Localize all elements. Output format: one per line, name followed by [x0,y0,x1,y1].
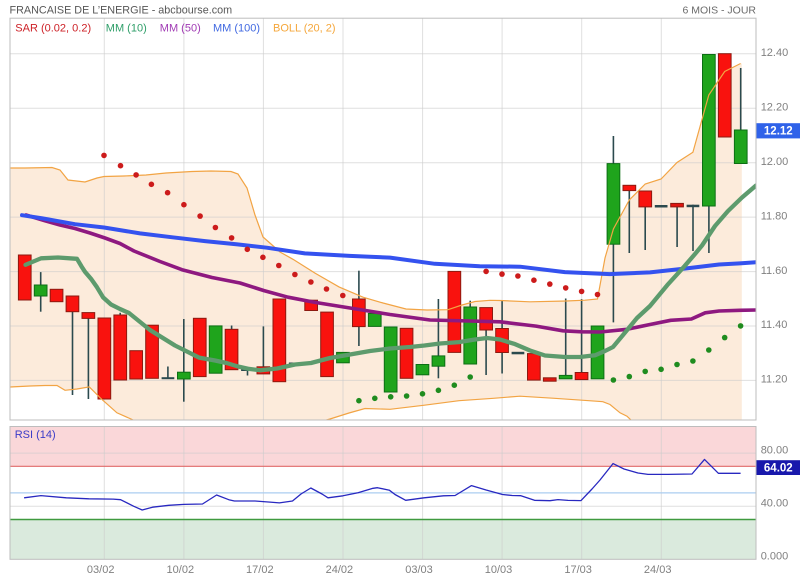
svg-text:FRANCAISE DE L’ENERGIE - abcbo: FRANCAISE DE L’ENERGIE - abcbourse.com [10,5,233,17]
svg-text:10/02: 10/02 [167,564,195,576]
svg-text:11.60: 11.60 [761,265,788,277]
svg-text:MM (50): MM (50) [160,23,201,35]
svg-text:12.12: 12.12 [764,126,793,138]
svg-text:10/03: 10/03 [485,564,513,576]
svg-text:6 MOIS - JOUR: 6 MOIS - JOUR [682,5,756,17]
svg-text:11.20: 11.20 [761,374,788,386]
svg-text:SAR (0.02, 0.2): SAR (0.02, 0.2) [15,23,91,35]
svg-text:BOLL (20, 2): BOLL (20, 2) [273,23,336,35]
svg-text:MM (100): MM (100) [213,23,260,35]
svg-text:80.00: 80.00 [761,444,789,456]
svg-text:40.00: 40.00 [761,498,789,510]
svg-text:RSI (14): RSI (14) [15,429,56,441]
svg-text:17/03: 17/03 [564,564,592,576]
svg-text:11.80: 11.80 [761,210,788,222]
svg-text:11.40: 11.40 [761,319,788,331]
svg-text:24/02: 24/02 [326,564,354,576]
svg-text:64.02: 64.02 [764,463,793,475]
svg-text:17/02: 17/02 [246,564,274,576]
svg-text:03/03: 03/03 [405,564,433,576]
svg-text:12.00: 12.00 [761,156,789,168]
svg-text:24/03: 24/03 [644,564,672,576]
svg-text:12.20: 12.20 [761,101,789,113]
svg-text:MM (10): MM (10) [106,23,147,35]
svg-text:12.40: 12.40 [761,47,789,59]
svg-text:03/02: 03/02 [87,564,115,576]
svg-text:0.000: 0.000 [761,551,789,563]
